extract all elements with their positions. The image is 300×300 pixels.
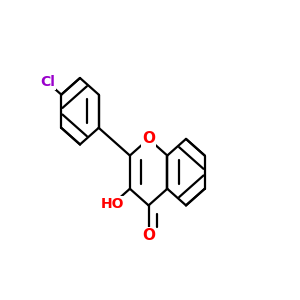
Text: O: O — [142, 228, 155, 243]
Text: HO: HO — [101, 197, 124, 211]
Text: Cl: Cl — [40, 75, 55, 89]
Text: O: O — [142, 131, 155, 146]
